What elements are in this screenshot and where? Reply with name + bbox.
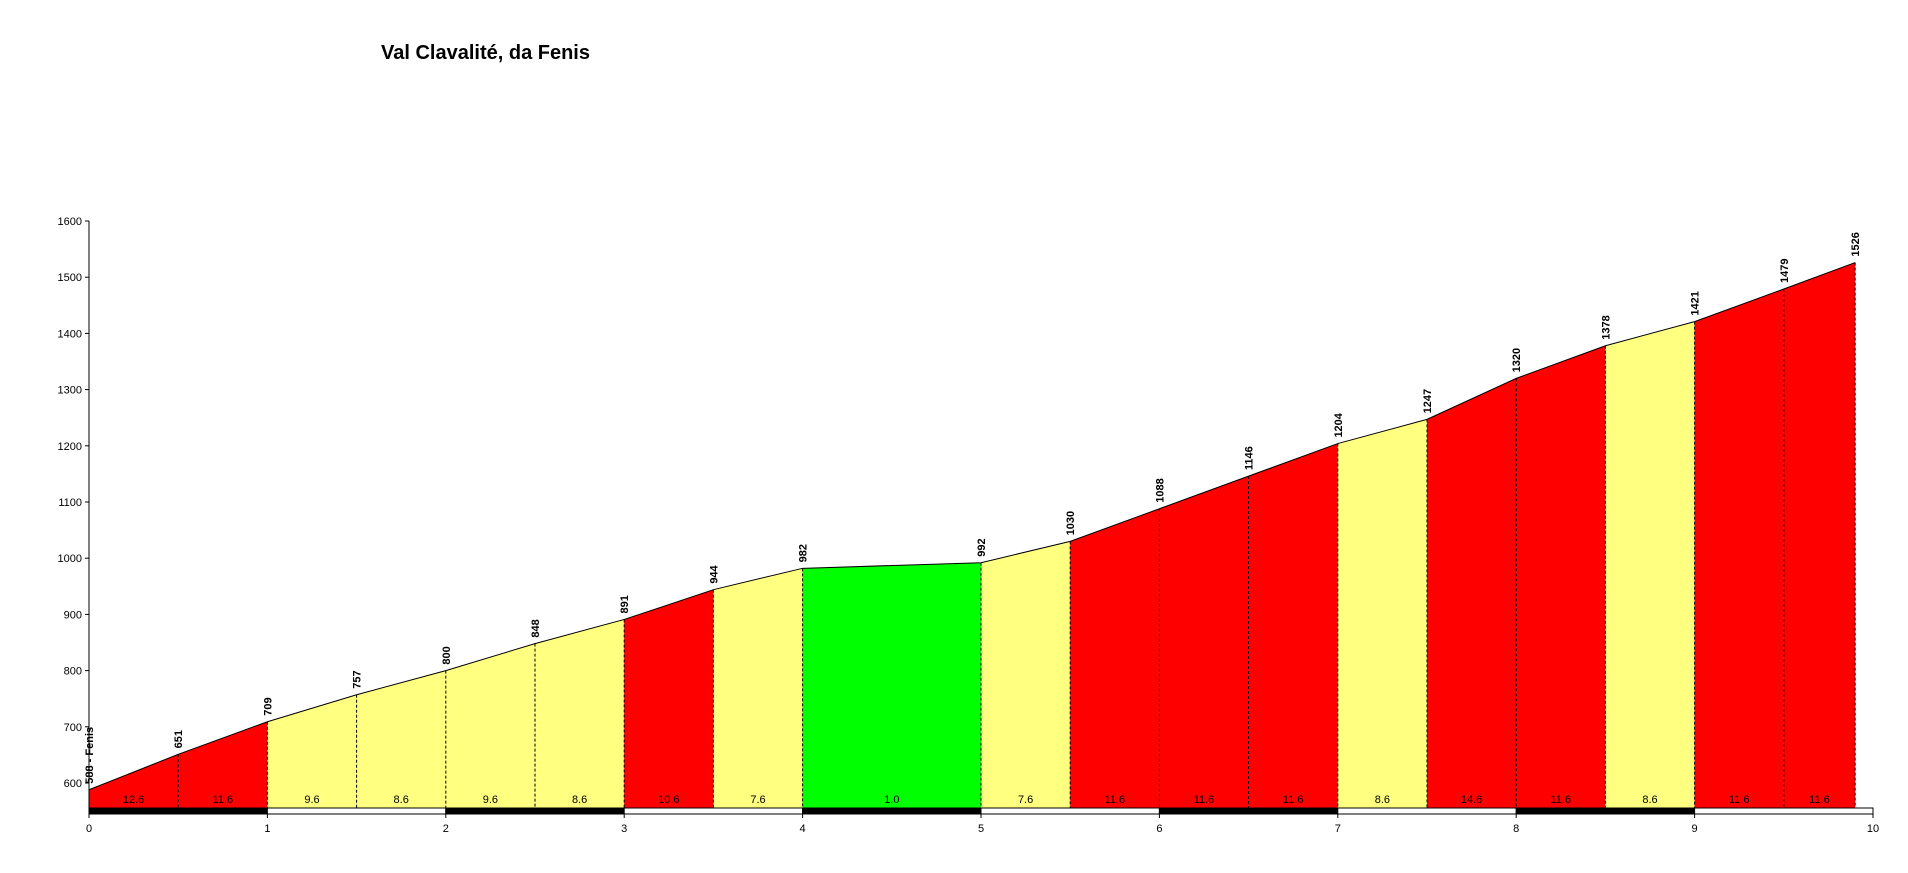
x-tick-label: 1 — [264, 823, 270, 835]
elevation-label: 651 — [173, 730, 185, 748]
km-bar-block — [623, 807, 804, 815]
x-tick-label: 8 — [1513, 823, 1519, 835]
gradient-label: 11.6 — [1551, 794, 1572, 806]
elevation-label: 1526 — [1850, 232, 1862, 256]
gradient-label: 1.0 — [884, 794, 899, 806]
gradient-label: 11.6 — [1809, 794, 1830, 806]
segment-fill — [445, 643, 535, 808]
segment-fill — [1159, 476, 1249, 808]
y-tick-label: 1000 — [58, 553, 82, 565]
segment-fill — [89, 754, 179, 808]
labels-layer: 12.6 11.6 9.6 8.6 9.6 8.6 10.6 7.6 1.0 7.6 11.6 11.… — [84, 232, 1862, 806]
gradient-label: 8.6 — [1642, 794, 1657, 806]
km-bar-block — [802, 807, 982, 815]
gradient-label: 8.6 — [394, 794, 409, 806]
gradient-label: 12.6 — [123, 794, 144, 806]
segment-fill — [178, 721, 268, 808]
profile-layer — [88, 262, 1856, 791]
segment-fill — [267, 694, 357, 808]
segment-fill — [981, 541, 1071, 808]
x-tick-label: 7 — [1335, 823, 1341, 835]
elevation-label: 1320 — [1511, 348, 1523, 372]
elevation-label: 757 — [352, 670, 364, 688]
gradient-label: 14.6 — [1461, 794, 1482, 806]
km-bar-block — [88, 807, 268, 815]
km-bar-block — [1694, 807, 1874, 815]
km-bar-block — [980, 807, 1160, 815]
elevation-label: 944 — [708, 564, 720, 583]
segment-fill — [713, 568, 803, 808]
segment-fill — [1783, 262, 1856, 808]
segment-fill — [1516, 345, 1606, 808]
elevation-label: 1479 — [1779, 259, 1791, 283]
elevation-label: 1421 — [1690, 291, 1702, 315]
x-tick-label: 10 — [1867, 823, 1879, 835]
x-tick-label: 3 — [621, 823, 627, 835]
segment-fill — [356, 670, 446, 808]
elevation-label: 1378 — [1600, 315, 1612, 339]
elevation-label: 1030 — [1065, 511, 1077, 535]
y-tick-label: 1300 — [58, 385, 82, 397]
km-bar-block — [445, 807, 625, 815]
gradient-label: 11.6 — [1283, 794, 1304, 806]
x-tick-label: 5 — [978, 823, 984, 835]
y-tick-label: 700 — [64, 722, 82, 734]
x-tick-label: 0 — [86, 823, 92, 835]
km-bar-layer — [88, 807, 1874, 815]
gradient-label: 7.6 — [1018, 794, 1033, 806]
gradient-label: 11.6 — [1194, 794, 1215, 806]
elevation-label: 709 — [262, 697, 274, 715]
elevation-label: 1088 — [1154, 478, 1166, 502]
elevation-label: 588 - Fenis — [84, 727, 96, 784]
segment-fill — [1605, 321, 1695, 808]
segment-fill — [1427, 378, 1517, 808]
x-tick-label: 4 — [800, 823, 806, 835]
elevation-label: 992 — [976, 538, 988, 556]
gradient-label: 11.6 — [1105, 794, 1126, 806]
km-bar-block — [1515, 807, 1696, 815]
segment-fill — [1337, 419, 1427, 808]
segment-fill — [1694, 289, 1784, 808]
segment-fill — [1070, 508, 1160, 808]
segment-fill — [535, 619, 625, 808]
segment-fill — [802, 562, 981, 808]
gradient-label: 8.6 — [572, 794, 587, 806]
segment-fill — [624, 589, 714, 808]
gradient-label: 11.6 — [213, 794, 234, 806]
gradient-label: 9.6 — [483, 794, 498, 806]
elevation-label: 848 — [530, 619, 542, 637]
y-tick-label: 1100 — [58, 497, 82, 509]
elevation-label: 891 — [619, 595, 631, 613]
y-tick-label: 900 — [64, 609, 82, 621]
x-tick-label: 9 — [1692, 823, 1698, 835]
elevation-label: 982 — [798, 544, 810, 562]
gradient-label: 10.6 — [658, 794, 679, 806]
elevation-label: 800 — [441, 646, 453, 664]
segments-layer — [89, 262, 1856, 808]
x-tick-label: 6 — [1156, 823, 1162, 835]
gradient-label: 8.6 — [1375, 794, 1390, 806]
y-tick-label: 1200 — [58, 441, 82, 453]
y-tick-label: 600 — [64, 778, 82, 790]
profile-line — [88, 262, 1856, 791]
y-tick-label: 1600 — [58, 216, 82, 228]
elevation-label: 1247 — [1422, 389, 1434, 413]
gradient-label: 7.6 — [750, 794, 765, 806]
chart-title: Val Clavalité, da Fenis — [381, 42, 590, 64]
km-bar-block — [1337, 807, 1517, 815]
y-tick-label: 1400 — [58, 328, 82, 340]
elevation-label: 1204 — [1333, 412, 1345, 437]
dividers-layer — [177, 262, 1856, 808]
gradient-label: 9.6 — [304, 794, 319, 806]
axes-layer: 6007008009001000110012001300140015001600… — [58, 216, 1880, 835]
y-tick-label: 800 — [64, 666, 82, 678]
segment-fill — [1248, 443, 1338, 808]
km-bar-block — [1158, 807, 1339, 815]
x-tick-label: 2 — [443, 823, 449, 835]
gradient-label: 11.6 — [1729, 794, 1750, 806]
km-bar-block — [266, 807, 447, 815]
y-tick-label: 1500 — [58, 272, 82, 284]
elevation-label: 1146 — [1244, 446, 1256, 470]
